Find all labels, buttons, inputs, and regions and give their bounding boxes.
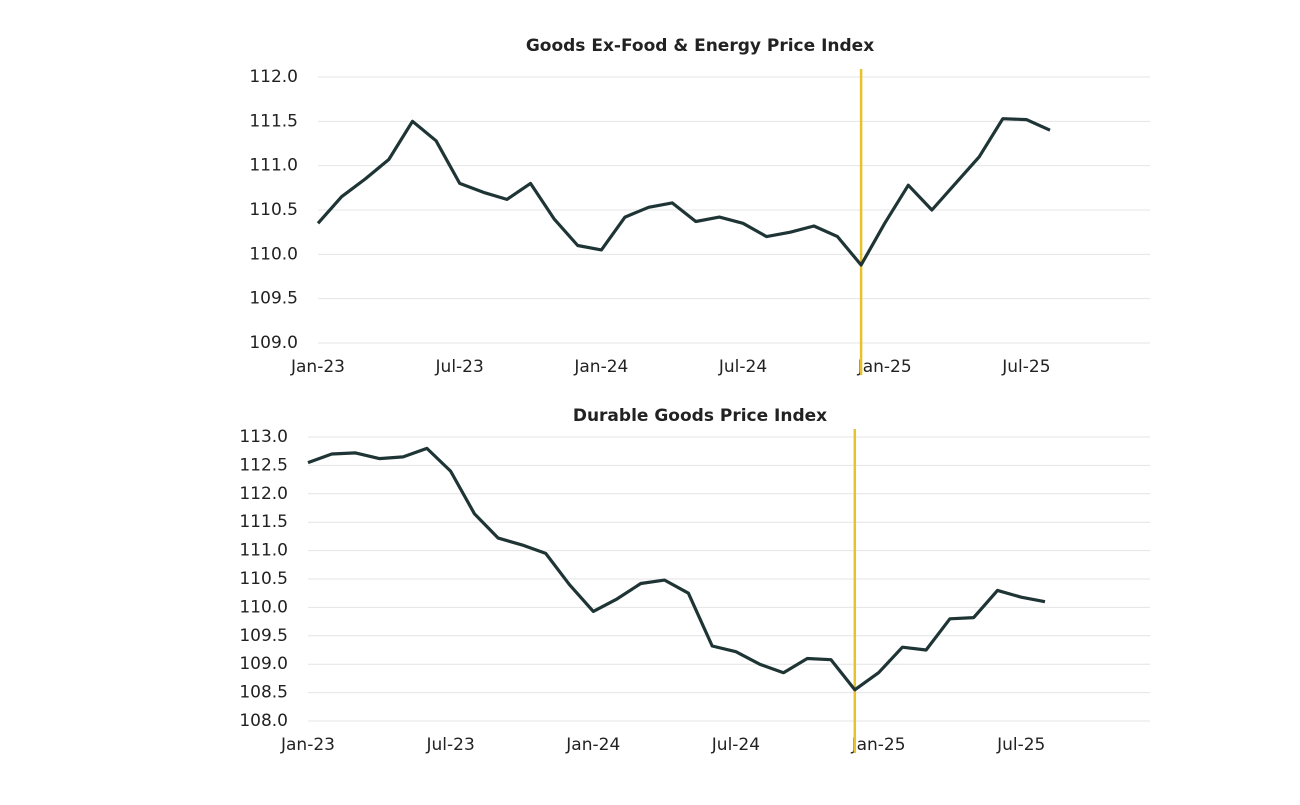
y-tick-label: 108.5 — [239, 683, 288, 703]
x-tick-label: Jul-23 — [435, 357, 484, 377]
y-tick-label: 110.0 — [249, 244, 298, 264]
y-tick-label: 113.0 — [239, 427, 288, 447]
x-tick-label: Jul-25 — [1001, 357, 1050, 377]
chart-title: Goods Ex-Food & Energy Price Index — [526, 36, 874, 56]
y-tick-label: 110.0 — [239, 597, 288, 617]
x-tick-label: Jul-25 — [996, 735, 1045, 755]
x-tick-label: Jan-25 — [851, 735, 906, 755]
y-tick-label: 111.0 — [239, 541, 288, 561]
x-tick-label: Jul-23 — [426, 735, 475, 755]
x-tick-label: Jan-25 — [857, 357, 912, 377]
x-tick-label: Jan-24 — [573, 357, 628, 377]
x-tick-label: Jan-23 — [280, 735, 335, 755]
y-tick-label: 112.0 — [249, 67, 298, 87]
x-tick-label: Jan-24 — [565, 735, 620, 755]
y-tick-label: 112.0 — [239, 484, 288, 504]
y-tick-label: 109.0 — [249, 333, 298, 353]
x-tick-label: Jul-24 — [718, 357, 767, 377]
y-tick-label: 111.5 — [239, 512, 288, 532]
line-series — [316, 117, 1051, 267]
y-tick-label: 108.0 — [239, 711, 288, 731]
chart-title: Durable Goods Price Index — [573, 406, 827, 426]
y-tick-label: 109.5 — [249, 289, 298, 309]
y-tick-label: 109.0 — [239, 654, 288, 674]
y-tick-label: 110.5 — [249, 200, 298, 220]
line-series — [307, 446, 1046, 692]
x-tick-label: Jan-23 — [290, 357, 345, 377]
y-tick-label: 109.5 — [239, 626, 288, 646]
y-tick-label: 110.5 — [239, 569, 288, 589]
y-tick-label: 111.0 — [249, 156, 298, 176]
x-tick-label: Jul-24 — [711, 735, 760, 755]
y-tick-label: 111.5 — [249, 111, 298, 131]
y-tick-label: 112.5 — [239, 455, 288, 475]
